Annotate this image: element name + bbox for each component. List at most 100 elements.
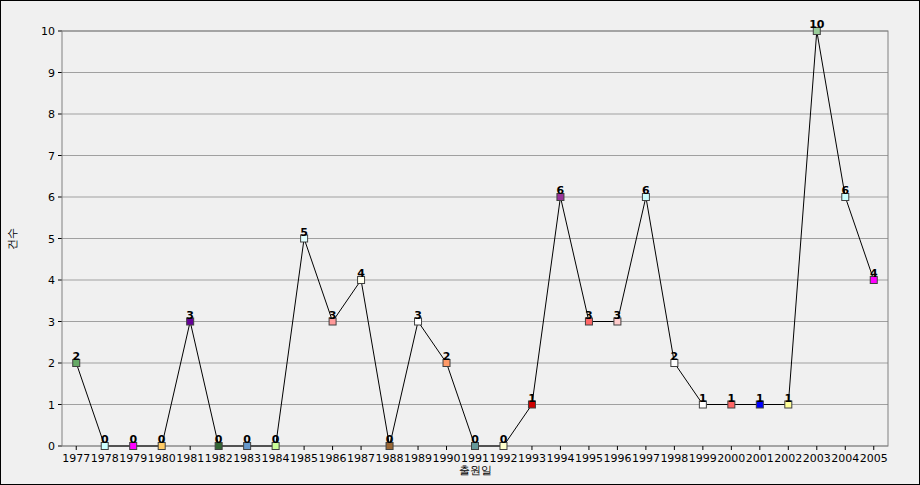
y-tick bbox=[58, 280, 62, 281]
y-tick-label: 6 bbox=[48, 191, 55, 204]
x-tick-label: 1980 bbox=[148, 452, 176, 465]
y-tick bbox=[58, 404, 62, 405]
data-label: 0 bbox=[471, 433, 479, 446]
x-tick-label: 2003 bbox=[803, 452, 831, 465]
x-tick bbox=[76, 446, 77, 450]
chart: 0123456789101977197819791980198119821983… bbox=[0, 0, 920, 485]
x-tick bbox=[788, 446, 789, 450]
x-tick-label: 2000 bbox=[717, 452, 745, 465]
data-label: 0 bbox=[272, 433, 280, 446]
data-label: 0 bbox=[243, 433, 251, 446]
x-tick bbox=[560, 446, 561, 450]
x-tick bbox=[645, 446, 646, 450]
x-tick bbox=[702, 446, 703, 450]
x-tick-label: 1995 bbox=[575, 452, 603, 465]
data-label: 0 bbox=[215, 433, 223, 446]
grid-line bbox=[62, 114, 888, 115]
y-tick bbox=[58, 238, 62, 239]
y-tick bbox=[58, 31, 62, 32]
x-tick bbox=[816, 446, 817, 450]
grid-line bbox=[62, 238, 888, 239]
y-tick-label: 8 bbox=[48, 108, 55, 121]
data-label: 10 bbox=[809, 18, 825, 31]
x-tick-label: 1996 bbox=[603, 452, 631, 465]
data-label: 1 bbox=[784, 392, 792, 405]
y-tick-label: 1 bbox=[48, 399, 55, 412]
x-tick-label: 1982 bbox=[205, 452, 233, 465]
x-tick-label: 1999 bbox=[689, 452, 717, 465]
x-tick-label: 2001 bbox=[746, 452, 774, 465]
grid-line bbox=[62, 280, 888, 281]
y-tick-label: 7 bbox=[48, 150, 55, 163]
y-tick-label: 5 bbox=[48, 233, 55, 246]
grid-line bbox=[62, 72, 888, 73]
x-tick bbox=[588, 446, 589, 450]
x-tick bbox=[446, 446, 447, 450]
x-tick bbox=[361, 446, 362, 450]
x-tick-label: 1979 bbox=[119, 452, 147, 465]
x-tick bbox=[418, 446, 419, 450]
y-tick-label: 3 bbox=[48, 316, 55, 329]
data-label: 3 bbox=[186, 309, 194, 322]
y-tick bbox=[58, 72, 62, 73]
plot-frame bbox=[62, 31, 888, 446]
y-tick-label: 0 bbox=[48, 440, 55, 453]
x-tick-label: 2005 bbox=[860, 452, 888, 465]
x-tick-label: 1983 bbox=[233, 452, 261, 465]
data-label: 0 bbox=[386, 433, 394, 446]
data-label: 4 bbox=[870, 267, 878, 280]
background bbox=[1, 1, 920, 485]
series-line bbox=[76, 31, 874, 446]
x-axis-label: 출원일 bbox=[459, 464, 492, 477]
data-label: 0 bbox=[500, 433, 508, 446]
plot-area bbox=[62, 31, 888, 446]
data-label: 6 bbox=[642, 184, 650, 197]
x-tick-label: 1989 bbox=[404, 452, 432, 465]
x-tick-label: 1985 bbox=[290, 452, 318, 465]
x-tick bbox=[304, 446, 305, 450]
data-label: 3 bbox=[614, 309, 622, 322]
grid-line bbox=[62, 155, 888, 156]
data-label: 6 bbox=[557, 184, 565, 197]
y-tick-label: 4 bbox=[48, 274, 55, 287]
grid-line bbox=[62, 197, 888, 198]
data-label: 4 bbox=[357, 267, 365, 280]
y-tick bbox=[58, 197, 62, 198]
data-label: 3 bbox=[585, 309, 593, 322]
data-label: 1 bbox=[699, 392, 707, 405]
data-label: 0 bbox=[129, 433, 137, 446]
x-tick-label: 1977 bbox=[62, 452, 90, 465]
data-label: 6 bbox=[841, 184, 849, 197]
x-tick-label: 1994 bbox=[546, 452, 574, 465]
data-label: 2 bbox=[443, 350, 451, 363]
x-tick bbox=[674, 446, 675, 450]
y-tick-label: 2 bbox=[48, 357, 55, 370]
data-label: 2 bbox=[72, 350, 80, 363]
x-tick bbox=[190, 446, 191, 450]
x-tick bbox=[759, 446, 760, 450]
x-tick bbox=[617, 446, 618, 450]
y-axis-label: 건수 bbox=[6, 228, 19, 250]
x-tick-label: 1984 bbox=[262, 452, 290, 465]
y-tick-label: 10 bbox=[41, 25, 55, 38]
data-label: 5 bbox=[300, 226, 308, 239]
data-label: 1 bbox=[728, 392, 736, 405]
y-tick bbox=[58, 114, 62, 115]
chart-wrap: 0123456789101977197819791980198119821983… bbox=[0, 0, 920, 485]
y-tick bbox=[58, 321, 62, 322]
data-label: 1 bbox=[756, 392, 764, 405]
x-tick-label: 1988 bbox=[376, 452, 404, 465]
x-tick bbox=[332, 446, 333, 450]
data-label: 0 bbox=[158, 433, 166, 446]
data-label: 3 bbox=[414, 309, 422, 322]
x-tick-label: 1986 bbox=[319, 452, 347, 465]
x-tick-label: 1992 bbox=[489, 452, 517, 465]
grid-line bbox=[62, 363, 888, 364]
x-tick-label: 1993 bbox=[518, 452, 546, 465]
x-tick-label: 1987 bbox=[347, 452, 375, 465]
x-tick bbox=[531, 446, 532, 450]
y-tick bbox=[58, 363, 62, 364]
data-label: 0 bbox=[101, 433, 109, 446]
x-tick bbox=[731, 446, 732, 450]
y-tick bbox=[58, 155, 62, 156]
